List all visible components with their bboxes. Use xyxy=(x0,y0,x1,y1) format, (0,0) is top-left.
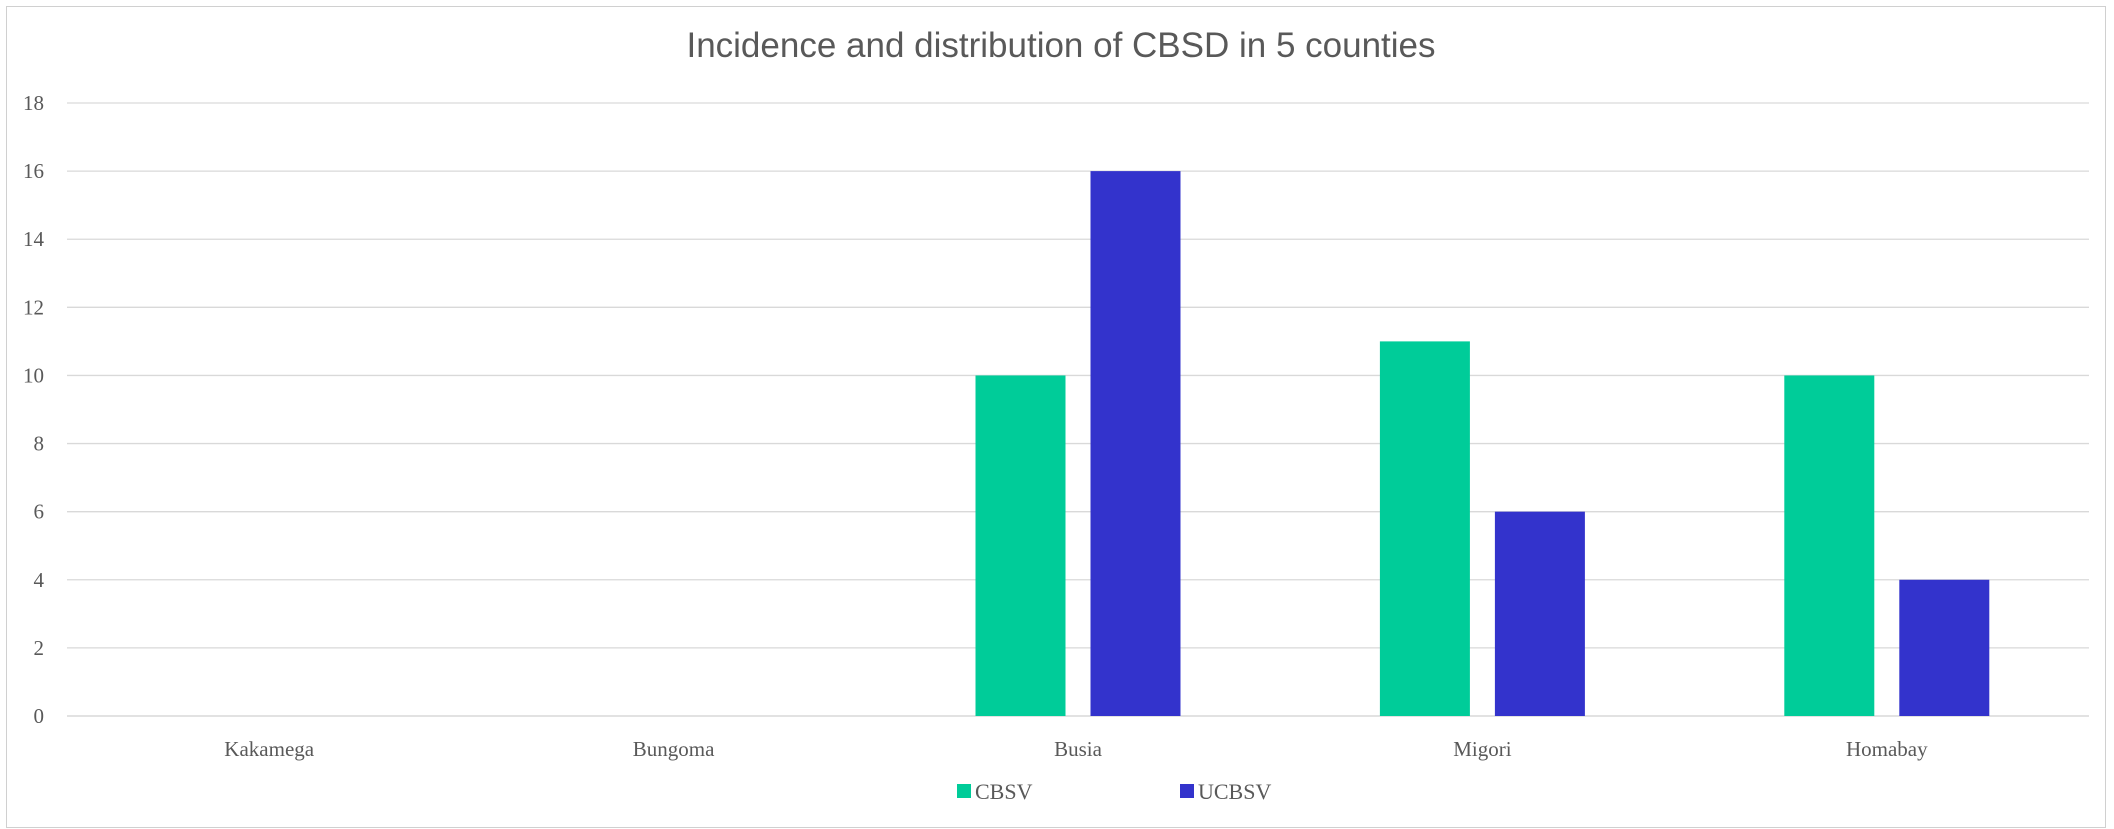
x-category-label: Migori xyxy=(1453,737,1512,761)
y-tick-label: 12 xyxy=(23,295,44,319)
bars xyxy=(975,171,1990,717)
bar-chart: Incidence and distribution of CBSD in 5 … xyxy=(23,26,2089,804)
bar-ucbsv-homabay xyxy=(1899,579,1990,716)
legend: CBSV UCBSV xyxy=(957,779,1271,804)
x-category-label: Kakamega xyxy=(224,737,314,761)
chart-area: Incidence and distribution of CBSD in 5 … xyxy=(6,6,2106,828)
y-tick-label: 0 xyxy=(34,704,45,728)
bar-ucbsv-migori xyxy=(1494,511,1585,716)
legend-label-ucbsv: UCBSV xyxy=(1198,779,1271,804)
bar-cbsv-migori xyxy=(1379,341,1470,716)
y-tick-label: 2 xyxy=(34,636,45,660)
x-axis-category-labels: Kakamega Bungoma Busia Migori Homabay xyxy=(224,737,1928,761)
y-tick-label: 16 xyxy=(23,159,44,183)
legend-swatch-ucbsv xyxy=(1180,784,1194,798)
legend-swatch-cbsv xyxy=(957,784,971,798)
y-axis-tick-labels: 0 2 4 6 8 10 12 14 16 18 xyxy=(23,91,45,728)
bar-ucbsv-busia xyxy=(1090,171,1181,717)
bar-cbsv-busia xyxy=(975,375,1066,716)
gridlines xyxy=(67,102,2089,717)
y-tick-label: 6 xyxy=(34,500,45,524)
x-category-label: Bungoma xyxy=(633,737,715,761)
legend-label-cbsv: CBSV xyxy=(975,779,1033,804)
bar-cbsv-homabay xyxy=(1784,375,1875,716)
x-category-label: Busia xyxy=(1054,737,1103,761)
chart-title: Incidence and distribution of CBSD in 5 … xyxy=(686,26,1435,65)
x-category-label: Homabay xyxy=(1846,737,1928,761)
y-tick-label: 4 xyxy=(34,568,45,592)
y-tick-label: 14 xyxy=(23,227,45,251)
y-tick-label: 18 xyxy=(23,91,44,115)
y-tick-label: 10 xyxy=(23,363,44,387)
y-tick-label: 8 xyxy=(34,432,45,456)
